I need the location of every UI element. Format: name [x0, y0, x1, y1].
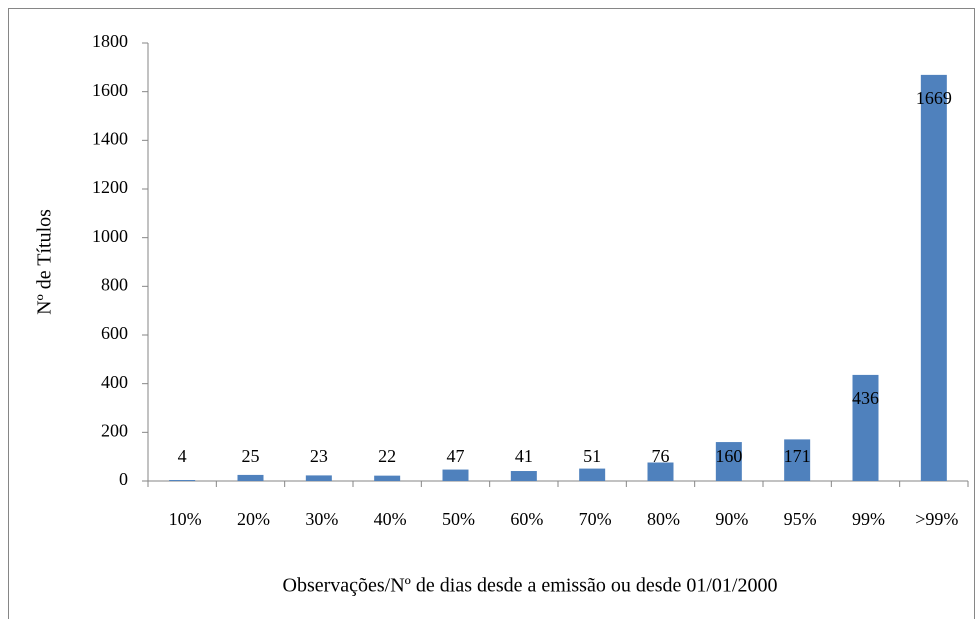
- y-tick-label: 1800: [92, 31, 128, 51]
- bar: [510, 471, 537, 481]
- bar: [920, 74, 947, 482]
- bar: [442, 469, 469, 481]
- data-label: 41: [515, 446, 533, 466]
- data-label: 22: [378, 446, 396, 466]
- data-label: 1669: [916, 88, 952, 108]
- data-label: 436: [852, 388, 879, 408]
- bar: [169, 480, 196, 481]
- data-label: 51: [583, 446, 601, 466]
- x-tick-label: 60%: [510, 509, 543, 529]
- bar: [305, 475, 332, 481]
- data-label: 160: [715, 446, 742, 466]
- x-tick-label: 40%: [374, 509, 407, 529]
- x-tick-label: 10%: [169, 509, 202, 529]
- y-tick-label: 1400: [92, 128, 128, 148]
- y-tick-label: 200: [101, 420, 128, 440]
- data-label: 171: [784, 446, 811, 466]
- x-tick-label: 80%: [647, 509, 680, 529]
- y-tick-label: 1600: [92, 80, 128, 100]
- bar: [579, 468, 606, 481]
- x-tick-label: 30%: [305, 509, 338, 529]
- chart-border: [8, 8, 975, 619]
- bar: [852, 374, 879, 481]
- bar: [647, 462, 674, 481]
- data-label: 23: [310, 446, 328, 466]
- x-tick-label: >99%: [915, 509, 958, 529]
- bar: [715, 442, 742, 481]
- data-label: 76: [652, 446, 670, 466]
- x-axis-label: Observações/Nº de dias desde a emissão o…: [283, 575, 778, 597]
- y-tick-label: 600: [101, 323, 128, 343]
- y-tick-label: 400: [101, 372, 128, 392]
- y-axis-label: Nº de Títulos: [34, 209, 56, 315]
- x-tick-label: 70%: [579, 509, 612, 529]
- y-tick-label: 1000: [92, 226, 128, 246]
- x-tick-label: 95%: [784, 509, 817, 529]
- data-label: 47: [447, 446, 465, 466]
- x-tick-label: 50%: [442, 509, 475, 529]
- y-tick-label: 0: [119, 469, 128, 489]
- x-tick-label: 99%: [852, 509, 885, 529]
- bar: [374, 475, 401, 481]
- x-tick-label: 90%: [715, 509, 748, 529]
- x-tick-label: 20%: [237, 509, 270, 529]
- bar: [784, 439, 811, 481]
- data-label: 4: [178, 446, 187, 466]
- y-tick-label: 800: [101, 274, 128, 294]
- data-label: 25: [242, 446, 260, 466]
- bar: [237, 474, 264, 481]
- y-tick-label: 1200: [92, 177, 128, 197]
